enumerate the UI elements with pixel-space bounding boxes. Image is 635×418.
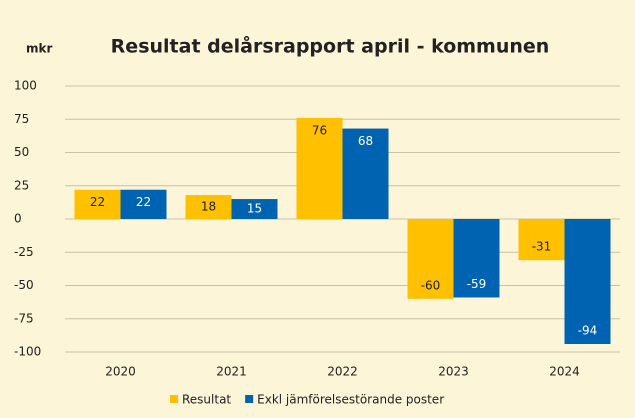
data-label: 15 bbox=[247, 202, 262, 216]
bar bbox=[185, 195, 232, 219]
bar bbox=[407, 219, 454, 299]
x-tick-label: 2020 bbox=[105, 365, 136, 379]
y-tick-label: 50 bbox=[14, 145, 29, 159]
chart-title: Resultat delårsrapport april - kommunen bbox=[111, 34, 550, 58]
x-tick-label: 2021 bbox=[216, 365, 247, 379]
y-tick-label: -25 bbox=[14, 245, 34, 259]
y-tick-label: -100 bbox=[14, 345, 41, 359]
x-tick-label: 2022 bbox=[327, 365, 358, 379]
bar bbox=[518, 219, 565, 261]
y-tick-label: 100 bbox=[14, 79, 37, 93]
data-label: -59 bbox=[467, 277, 487, 291]
data-label: -31 bbox=[532, 240, 552, 254]
bar bbox=[453, 219, 500, 298]
bar bbox=[564, 219, 611, 345]
y-tick-label: 75 bbox=[14, 112, 29, 126]
legend-label: Resultat bbox=[182, 393, 231, 407]
bar bbox=[74, 189, 121, 219]
legend-swatch bbox=[245, 395, 254, 403]
y-tick-label: 0 bbox=[14, 212, 22, 226]
y-tick-label: -75 bbox=[14, 311, 34, 325]
y-tick-label: 25 bbox=[14, 178, 29, 192]
data-label: 76 bbox=[312, 123, 327, 137]
data-label: -94 bbox=[578, 324, 598, 338]
x-tick-label: 2023 bbox=[438, 365, 469, 379]
data-label: 22 bbox=[136, 195, 151, 209]
x-tick-label: 2024 bbox=[549, 365, 580, 379]
bar bbox=[296, 117, 343, 219]
legend-label: Exkl jämförelsestörande poster bbox=[257, 393, 444, 407]
bar bbox=[231, 199, 278, 219]
bar bbox=[120, 189, 167, 219]
data-label: 68 bbox=[358, 134, 373, 148]
legend-swatch bbox=[170, 395, 178, 403]
data-label: -60 bbox=[421, 278, 441, 292]
y-tick-label: -50 bbox=[14, 278, 34, 292]
y-axis-label: mkr bbox=[26, 42, 52, 56]
bar bbox=[342, 128, 389, 219]
data-label: 22 bbox=[90, 195, 105, 209]
data-label: 18 bbox=[201, 200, 216, 214]
